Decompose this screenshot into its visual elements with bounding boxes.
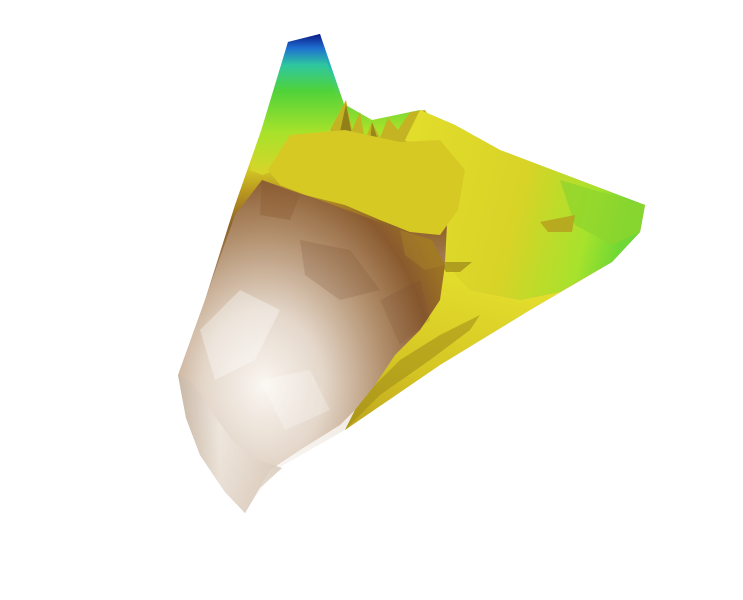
terrain-lower-edge: [345, 315, 480, 430]
terrain-wing: [405, 110, 645, 300]
terrain-facet-2: [300, 240, 380, 300]
terrain-facet-6: [260, 180, 300, 220]
terrain-facet-5: [400, 230, 445, 270]
terrain-facet-3: [260, 370, 330, 430]
terrain-front-face: [178, 375, 282, 513]
terrain-plateau: [268, 130, 465, 235]
terrain-wing-dent-2: [440, 262, 472, 272]
terrain-basin: [178, 180, 445, 513]
terrain-wing-dent: [540, 215, 575, 232]
terrain-facet-4: [380, 280, 430, 345]
terrain-wing-edge: [560, 180, 645, 245]
terrain-facet-1: [200, 290, 280, 380]
